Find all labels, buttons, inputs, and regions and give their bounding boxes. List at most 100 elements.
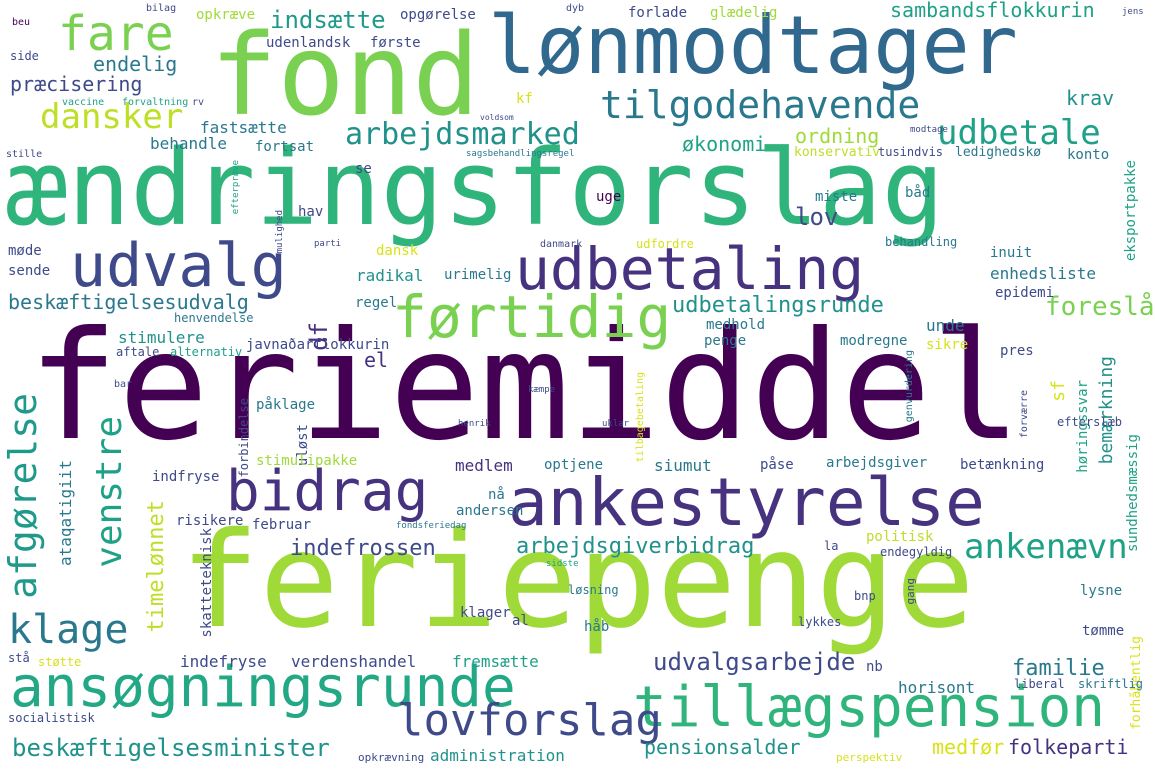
word-timelonnet: timelønnet <box>144 500 169 633</box>
word-endelig: endelig <box>93 52 178 76</box>
word-pensionsalder: pensionsalder <box>644 735 801 759</box>
word-udvalg: udvalg <box>70 231 287 301</box>
word-feriepenge: feriepenge <box>180 504 975 658</box>
word-na: nå <box>488 487 505 503</box>
word-konservativ: konservativ <box>794 145 881 160</box>
word-henrik: henrik <box>458 419 491 429</box>
word-medlem: medlem <box>455 456 513 475</box>
word-miste: miste <box>815 189 858 205</box>
word-paklage: påklage <box>256 397 316 413</box>
word-dyb: dyb <box>566 3 585 14</box>
word-skatteteknisk: skatteteknisk <box>199 528 215 638</box>
word-krav: krav <box>1066 86 1115 110</box>
word-klage: klage <box>8 607 129 653</box>
word-fondsferiedag: fondsferiedag <box>396 521 467 531</box>
word-modregne: modregne <box>840 333 908 349</box>
word-urimelig: urimelig <box>444 267 512 283</box>
word-fare: fare <box>58 6 174 62</box>
word-voldsom: voldsom <box>480 113 514 122</box>
word-forvaltning: forvaltning <box>122 97 189 108</box>
word-opkraeve: opkræve <box>196 7 256 23</box>
word-lykkes: lykkes <box>798 615 842 629</box>
word-pres: pres <box>1000 343 1034 359</box>
word-politisk: politisk <box>866 529 934 545</box>
word-tusindvis: tusindvis <box>878 145 944 159</box>
word-lov: lov <box>795 203 839 231</box>
word-bar: bar <box>114 379 133 390</box>
word-aendringsforslag: ændringsforslag <box>5 127 945 249</box>
word-fond: fond <box>210 11 480 141</box>
word-medfor: medfør <box>932 735 1005 759</box>
word-pase: påse <box>760 457 794 473</box>
word-gang: gang <box>904 578 917 605</box>
word-bidrag: bidrag <box>226 459 429 524</box>
word-arbejdsmarked: arbejdsmarked <box>345 117 580 152</box>
word-mode: møde <box>8 243 42 259</box>
word-forbindelse: forbindelse <box>237 398 251 478</box>
word-ansogningsrunde: ansøgningsrunde <box>10 655 516 720</box>
word-udbetaling: udbetaling <box>515 235 865 303</box>
word-skriftlig: skriftlig <box>1078 677 1144 691</box>
word-siumut: siumut <box>654 456 712 475</box>
word-sambandsflokkurin: sambandsflokkurin <box>890 0 1095 22</box>
word-modtage: modtage <box>910 125 948 135</box>
word-forste: første <box>370 35 421 51</box>
word-aftale: aftale <box>116 345 160 359</box>
word-indfryse: indfryse <box>152 469 220 485</box>
word-efterslob: efterslæb <box>1057 415 1123 429</box>
word-ankestyrelse: ankestyrelse <box>508 464 985 541</box>
word-lysne: lysne <box>1080 583 1123 599</box>
word-efterprove: efterprøve <box>231 160 241 215</box>
word-familie: familie <box>1012 656 1105 681</box>
word-tilgodehavende: tilgodehavende <box>600 83 921 127</box>
word-lonmodtager: lønmodtager <box>488 0 1018 92</box>
word-sikre: sikre <box>926 337 969 353</box>
word-kf: kf <box>516 91 533 107</box>
word-udenlandsk: udenlandsk <box>266 35 351 51</box>
word-endegyldig: endegyldig <box>880 545 953 559</box>
word-risikere: risikere <box>176 513 244 529</box>
word-la: la <box>824 539 839 553</box>
word-fortsat: fortsat <box>255 139 315 155</box>
word-uklar: uklar <box>602 419 630 429</box>
word-stimulipakke: stimulipakke <box>256 453 358 469</box>
word-administration: administration <box>430 746 565 765</box>
word-udbetalingsrunde: udbetalingsrunde <box>672 293 884 318</box>
word-stille: stille <box>6 149 43 160</box>
word-side: side <box>10 49 39 63</box>
word-penge: penge <box>704 333 747 349</box>
word-praecisering: præcisering <box>10 72 143 96</box>
word-mulighed: mulighed <box>275 210 285 254</box>
word-optjene: optjene <box>544 457 604 473</box>
word-venstre: venstre <box>89 416 130 568</box>
word-forvaerre: forværre <box>1019 390 1030 439</box>
word-javnadarflokkurin: javnaðarflokkurin <box>246 337 390 353</box>
word-bnp: bnp <box>854 589 876 603</box>
word-jens: jens <box>1122 7 1144 17</box>
word-liberal: liberal <box>1014 677 1065 691</box>
word-bilag: bilag <box>146 3 177 14</box>
word-arbejdsgiver: arbejdsgiver <box>826 455 928 471</box>
word-beu: beu <box>12 17 31 28</box>
word-fastsaette: fastsætte <box>200 118 287 137</box>
word-forlade: forlade <box>628 5 688 21</box>
word-beskaeftigelsesminister: beskæftigelsesminister <box>12 734 330 762</box>
word-al: al <box>512 613 529 629</box>
word-regel: regel <box>355 295 398 311</box>
word-enhedsliste: enhedsliste <box>990 264 1096 283</box>
word-ataqatigiit: ataqatigiit <box>56 460 75 566</box>
word-indsaette: indsætte <box>270 6 386 34</box>
word-arbejdsgiverbidrag: arbejdsgiverbidrag <box>516 534 755 559</box>
word-inuit: inuit <box>990 245 1033 261</box>
word-konto: konto <box>1067 147 1110 163</box>
word-dansk: dansk <box>376 243 419 259</box>
word-bad: båd <box>905 185 931 201</box>
word-opgorelse: opgørelse <box>400 7 476 23</box>
word-udfordre: udfordre <box>636 237 694 251</box>
word-fremsaette: fremsætte <box>452 652 539 671</box>
word-betaenkning: betænkning <box>960 457 1045 473</box>
word-sta: stå <box>8 651 30 665</box>
word-opkraevning: opkrævning <box>358 751 425 764</box>
word-sundhedsmaessig: sundhedsmæssig <box>1125 434 1141 553</box>
